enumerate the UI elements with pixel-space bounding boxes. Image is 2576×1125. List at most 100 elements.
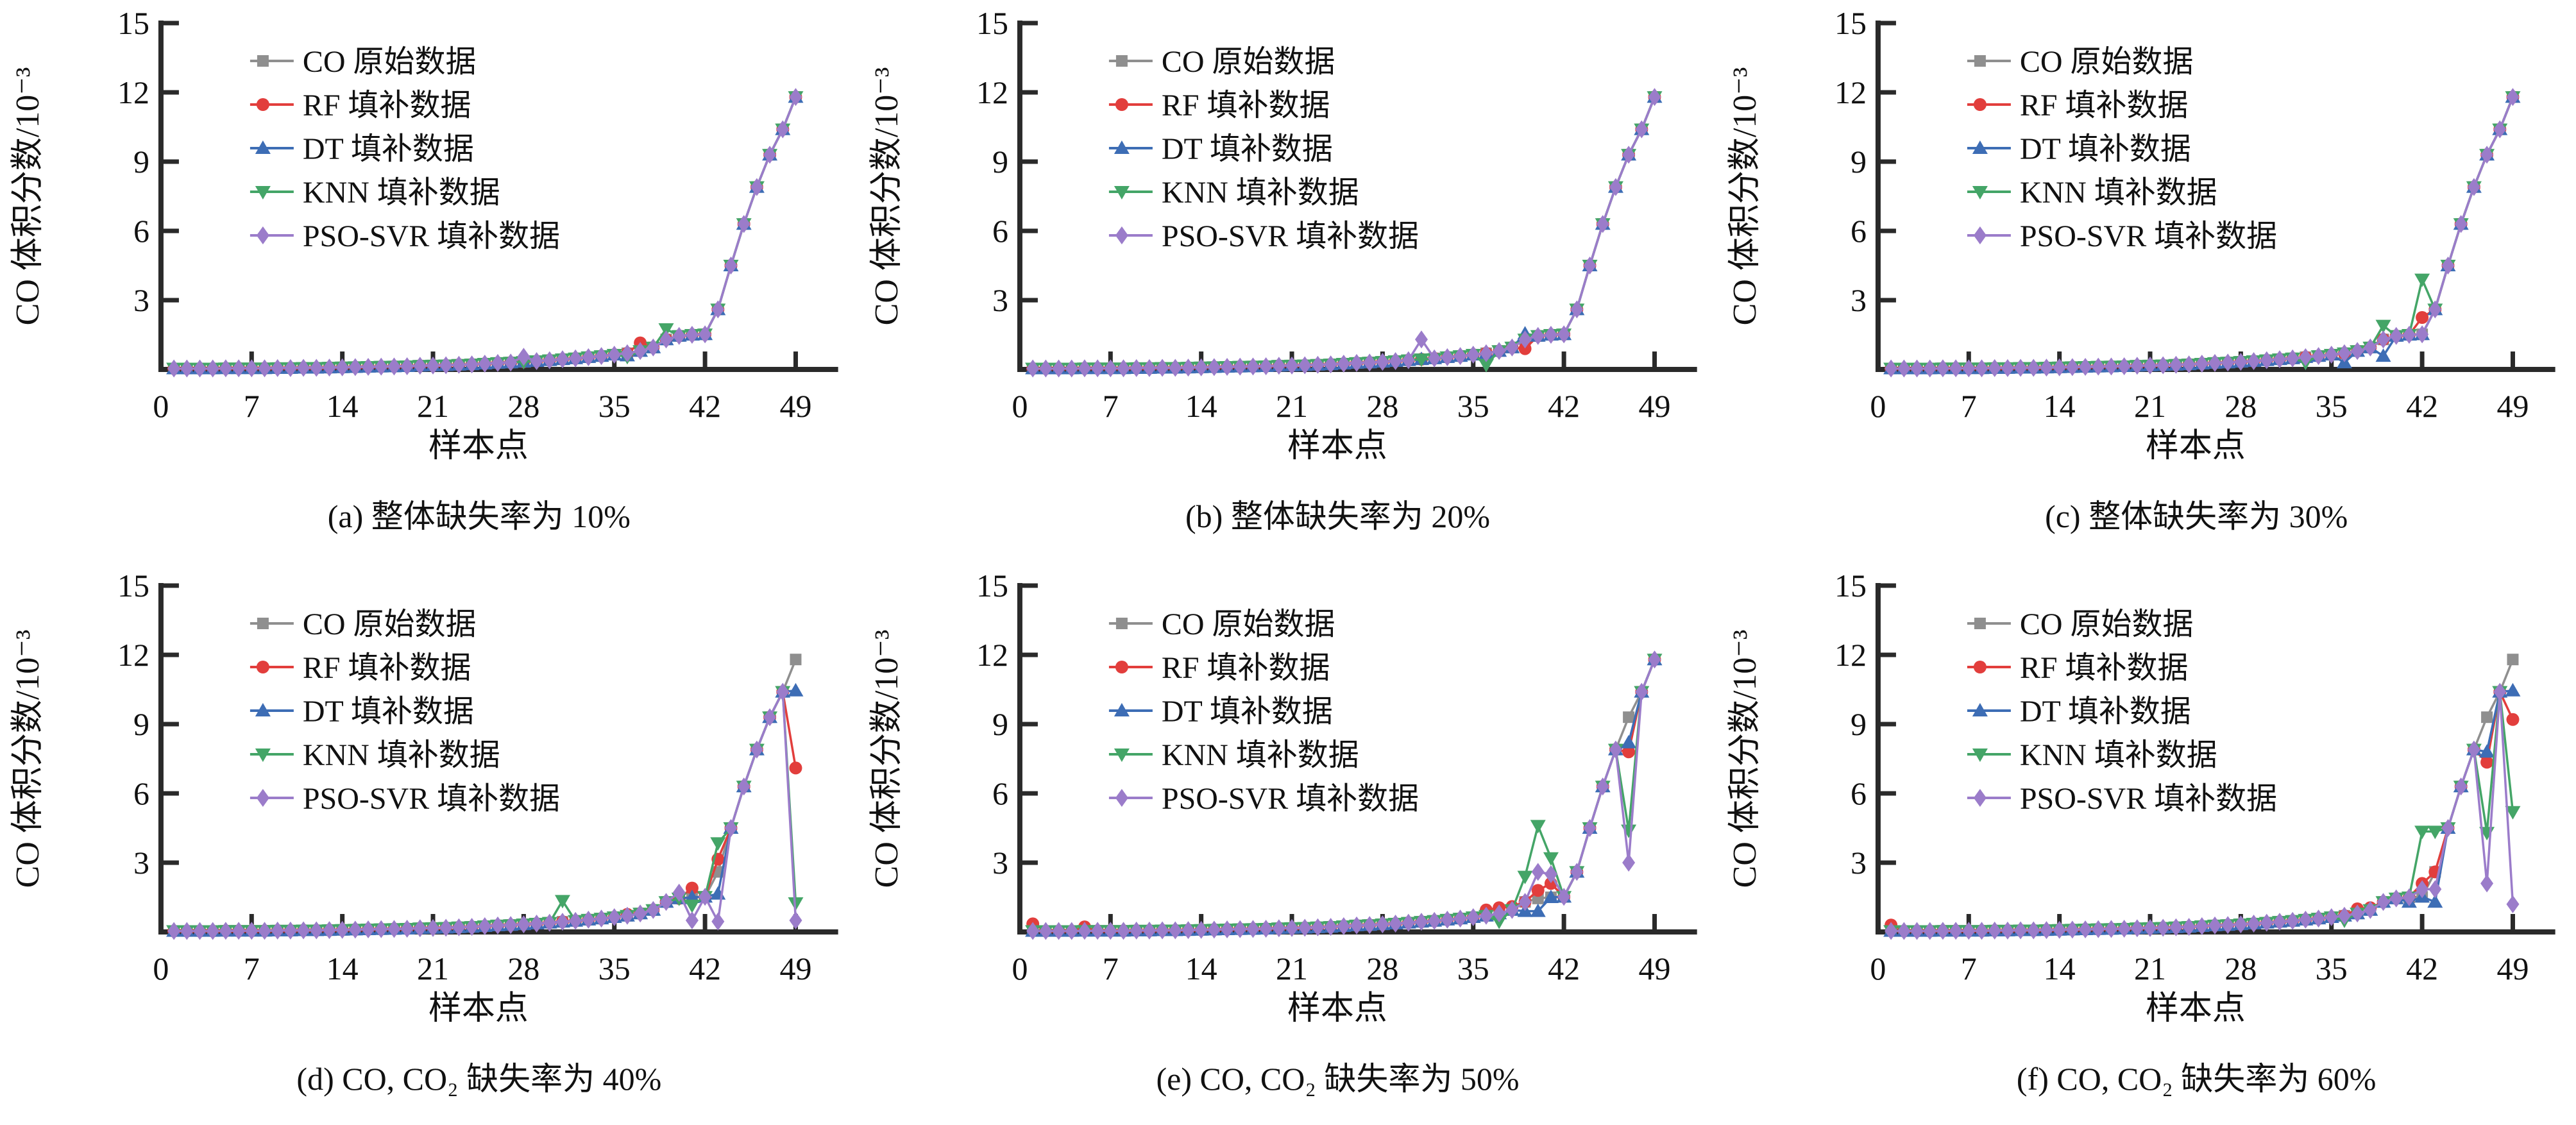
svg-text:3: 3 [1851, 282, 1867, 318]
svg-text:KNN 填补数据: KNN 填补数据 [303, 738, 500, 772]
subplot-f: 0 7 14 21 28 35 42 49 3 6 9 12 15 样本点 CO 体积分数/10⁻³ CO 原… [1717, 562, 2576, 1125]
svg-text:12: 12 [976, 74, 1008, 110]
svg-text:49: 49 [2497, 951, 2529, 986]
svg-text:21: 21 [2134, 951, 2166, 986]
chart-d: 0 7 14 21 28 35 42 49 3 6 9 12 15 样本点 CO 体积分数/10⁻³ CO 原… [10, 568, 838, 1027]
svg-text:21: 21 [2134, 388, 2166, 424]
svg-text:样本点: 样本点 [428, 990, 529, 1027]
caption-f: (f) CO, CO₂ 缺失率为 60% [2016, 1061, 2377, 1097]
caption-d: (d) CO, CO₂ 缺失率为 40% [296, 1061, 662, 1097]
svg-text:PSO-SVR 填补数据: PSO-SVR 填补数据 [2020, 219, 2277, 253]
svg-text:15: 15 [1835, 5, 1867, 41]
svg-text:42: 42 [1548, 388, 1580, 424]
svg-text:CO 体积分数/10⁻³: CO 体积分数/10⁻³ [10, 630, 46, 888]
subplot-c: 0 7 14 21 28 35 42 49 3 6 9 12 15 样本点 CO 体积分数/10⁻³ CO 原… [1717, 0, 2576, 562]
svg-text:28: 28 [507, 388, 539, 424]
svg-text:35: 35 [2316, 951, 2348, 986]
svg-text:42: 42 [2406, 388, 2438, 424]
svg-text:PSO-SVR 填补数据: PSO-SVR 填补数据 [303, 782, 560, 816]
svg-text:KNN 填补数据: KNN 填补数据 [2020, 176, 2217, 210]
svg-text:CO 原始数据: CO 原始数据 [2020, 45, 2194, 79]
subplot-e: 0 7 14 21 28 35 42 49 3 6 9 12 15 样本点 CO 体积分数/10⁻³ CO 原… [859, 562, 1718, 1125]
chart-a: 0 7 14 21 28 35 42 49 3 6 9 12 15 样本点 CO 体积分数/10⁻³ CO 原… [10, 5, 838, 464]
svg-text:42: 42 [1548, 951, 1580, 986]
svg-text:12: 12 [976, 637, 1008, 673]
svg-text:7: 7 [244, 951, 260, 986]
svg-text:42: 42 [2406, 951, 2438, 986]
svg-text:7: 7 [1961, 388, 1977, 424]
svg-text:42: 42 [689, 388, 721, 424]
svg-text:RF 填补数据: RF 填补数据 [2020, 651, 2189, 685]
svg-text:样本点: 样本点 [2146, 990, 2246, 1027]
svg-text:14: 14 [1185, 388, 1217, 424]
svg-text:0: 0 [153, 951, 169, 986]
svg-text:0: 0 [1870, 388, 1886, 424]
svg-text:14: 14 [2044, 388, 2076, 424]
svg-text:15: 15 [1835, 568, 1867, 604]
svg-text:DT 填补数据: DT 填补数据 [1162, 132, 1333, 166]
caption-c: (c) 整体缺失率为 30% [2045, 498, 2348, 534]
svg-text:15: 15 [976, 5, 1008, 41]
svg-text:RF 填补数据: RF 填补数据 [2020, 89, 2189, 123]
svg-text:CO 原始数据: CO 原始数据 [2020, 607, 2194, 641]
svg-text:PSO-SVR 填补数据: PSO-SVR 填补数据 [1162, 219, 1419, 253]
svg-text:6: 6 [133, 213, 149, 249]
svg-text:49: 49 [2497, 388, 2529, 424]
svg-text:21: 21 [1276, 388, 1308, 424]
svg-text:9: 9 [1851, 144, 1867, 180]
svg-text:CO 体积分数/10⁻³: CO 体积分数/10⁻³ [869, 67, 905, 326]
chart-f: 0 7 14 21 28 35 42 49 3 6 9 12 15 样本点 CO 体积分数/10⁻³ CO 原… [1727, 568, 2555, 1027]
svg-text:CO 体积分数/10⁻³: CO 体积分数/10⁻³ [10, 67, 46, 326]
svg-text:9: 9 [1851, 706, 1867, 742]
chart-b: 0 7 14 21 28 35 42 49 3 6 9 12 15 样本点 CO 体积分数/10⁻³ CO 原… [869, 5, 1697, 464]
svg-text:CO 体积分数/10⁻³: CO 体积分数/10⁻³ [869, 630, 905, 888]
svg-text:15: 15 [976, 568, 1008, 604]
svg-text:3: 3 [1851, 845, 1867, 881]
svg-text:KNN 填补数据: KNN 填补数据 [1162, 738, 1359, 772]
svg-text:9: 9 [133, 144, 149, 180]
svg-text:28: 28 [507, 951, 539, 986]
svg-text:样本点: 样本点 [1287, 990, 1387, 1027]
caption-a: (a) 整体缺失率为 10% [327, 498, 631, 534]
svg-text:28: 28 [2225, 951, 2257, 986]
svg-text:15: 15 [117, 568, 149, 604]
svg-text:0: 0 [1012, 951, 1028, 986]
svg-text:PSO-SVR 填补数据: PSO-SVR 填补数据 [303, 219, 560, 253]
svg-text:15: 15 [117, 5, 149, 41]
svg-text:35: 35 [1457, 388, 1489, 424]
svg-text:21: 21 [417, 388, 449, 424]
svg-text:KNN 填补数据: KNN 填补数据 [2020, 738, 2217, 772]
svg-text:0: 0 [1870, 951, 1886, 986]
svg-text:14: 14 [2044, 951, 2076, 986]
svg-text:3: 3 [133, 845, 149, 881]
svg-text:28: 28 [2225, 388, 2257, 424]
svg-text:CO 体积分数/10⁻³: CO 体积分数/10⁻³ [1727, 630, 1763, 888]
svg-text:14: 14 [1185, 951, 1217, 986]
svg-text:样本点: 样本点 [2146, 428, 2246, 464]
svg-text:CO 原始数据: CO 原始数据 [303, 607, 477, 641]
subplot-d: 0 7 14 21 28 35 42 49 3 6 9 12 15 样本点 CO 体积分数/10⁻³ CO 原… [0, 562, 859, 1125]
chart-c: 0 7 14 21 28 35 42 49 3 6 9 12 15 样本点 CO 体积分数/10⁻³ CO 原… [1727, 5, 2555, 464]
caption-b: (b) 整体缺失率为 20% [1185, 498, 1490, 534]
svg-text:6: 6 [1851, 213, 1867, 249]
svg-text:28: 28 [1366, 951, 1398, 986]
subplot-b: 0 7 14 21 28 35 42 49 3 6 9 12 15 样本点 CO 体积分数/10⁻³ CO 原… [859, 0, 1718, 562]
svg-text:CO 原始数据: CO 原始数据 [1162, 45, 1335, 79]
svg-text:7: 7 [244, 388, 260, 424]
svg-text:CO 原始数据: CO 原始数据 [303, 45, 477, 79]
svg-text:0: 0 [153, 388, 169, 424]
svg-text:3: 3 [992, 845, 1008, 881]
svg-text:12: 12 [1835, 637, 1867, 673]
svg-text:12: 12 [117, 637, 149, 673]
svg-text:49: 49 [779, 388, 811, 424]
svg-text:6: 6 [133, 775, 149, 811]
svg-text:RF 填补数据: RF 填补数据 [303, 89, 471, 123]
svg-text:CO 原始数据: CO 原始数据 [1162, 607, 1335, 641]
svg-text:9: 9 [992, 706, 1008, 742]
svg-text:DT 填补数据: DT 填补数据 [2020, 695, 2191, 729]
svg-text:49: 49 [779, 951, 811, 986]
svg-text:RF 填补数据: RF 填补数据 [303, 651, 471, 685]
svg-text:35: 35 [598, 388, 631, 424]
svg-text:DT 填补数据: DT 填补数据 [1162, 695, 1333, 729]
